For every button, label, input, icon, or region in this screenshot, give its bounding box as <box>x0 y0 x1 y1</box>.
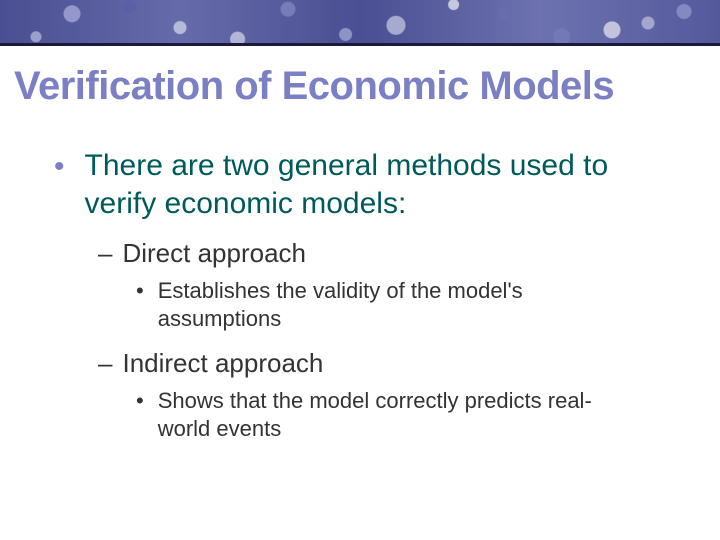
decorative-banner <box>0 0 720 46</box>
main-bullet-text: There are two general methods used to ve… <box>85 147 666 223</box>
slide-title: Verification of Economic Models <box>0 46 720 109</box>
sub-bullet: – Indirect approach <box>98 347 666 379</box>
banner-underline <box>0 43 720 46</box>
sub-sub-bullet: • Establishes the validity of the model'… <box>136 277 666 333</box>
sub-bullet-label: Direct approach <box>122 237 306 269</box>
sub-bullet-label: Indirect approach <box>122 347 323 379</box>
bullet-marker-icon: • <box>54 149 65 185</box>
main-bullet: • There are two general methods used to … <box>54 147 666 223</box>
banner-texture <box>0 0 720 46</box>
sub-bullet-list: – Direct approach • Establishes the vali… <box>98 237 666 443</box>
bullet-marker-icon: • <box>136 387 144 415</box>
slide-content: • There are two general methods used to … <box>0 109 720 443</box>
dash-marker-icon: – <box>98 237 112 269</box>
sub-sub-list: • Establishes the validity of the model'… <box>136 277 666 333</box>
sub-sub-bullet-text: Establishes the validity of the model's … <box>158 277 638 333</box>
sub-sub-bullet: • Shows that the model correctly predict… <box>136 387 666 443</box>
sub-sub-list: • Shows that the model correctly predict… <box>136 387 666 443</box>
dash-marker-icon: – <box>98 347 112 379</box>
bullet-marker-icon: • <box>136 277 144 305</box>
sub-bullet: – Direct approach <box>98 237 666 269</box>
sub-sub-bullet-text: Shows that the model correctly predicts … <box>158 387 638 443</box>
